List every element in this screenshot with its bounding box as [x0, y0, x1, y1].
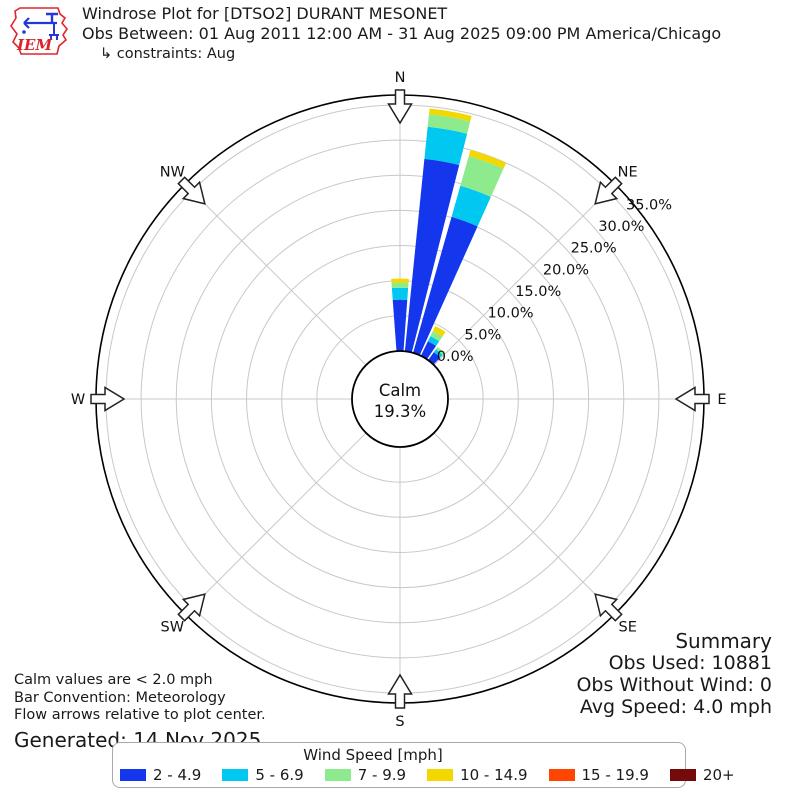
wind-speed-legend: Wind Speed [mph] 2 - 4.9 5 - 6.9 7 - 9.9 10… [112, 742, 735, 788]
convention-note: Bar Convention: Meteorology [14, 689, 226, 706]
flow-arrow-icon [177, 593, 206, 622]
legend-title: Wind Speed [mph] [303, 746, 443, 764]
radial-tick-4: 20.0% [543, 262, 589, 278]
windrose-bar-segment [427, 114, 471, 134]
iem-logo-text: IEM [16, 36, 52, 54]
flow-arrow-icon [90, 386, 126, 412]
legend-swatch [120, 769, 146, 781]
radial-tick-6: 30.0% [598, 219, 644, 235]
legend-item: 20+ [669, 766, 735, 784]
compass-label-se: SE [619, 620, 637, 636]
legend-row: 2 - 4.9 5 - 6.9 7 - 9.9 10 - 14.9 15 - 19.9 2… [113, 766, 735, 784]
legend-label: 5 - 6.9 [255, 766, 304, 784]
windrose-bar-segment [424, 126, 468, 166]
anemometer-icon [22, 12, 59, 40]
legend-item: 2 - 4.9 [120, 766, 201, 784]
legend-swatch [548, 769, 575, 781]
flow-arrow-icon [674, 386, 710, 412]
flow-arrow-icon [594, 593, 623, 622]
constraints-note: ↳ constraints: Aug [100, 46, 236, 62]
windrose-bar-segment [432, 326, 446, 337]
compass-label-ne: NE [618, 164, 638, 180]
radial-tick-2: 10.0% [488, 306, 534, 322]
header: IEM Windrose Plot for [DTSO2] DURANT MES… [8, 4, 721, 64]
page-title: Windrose Plot for [DTSO2] DURANT MESONET [82, 4, 448, 23]
compass-label-sw: SW [161, 620, 185, 636]
iem-logo: IEM [10, 7, 68, 55]
compass-label-e: E [717, 392, 726, 408]
compass-label-n: N [395, 70, 406, 86]
legend-item: 15 - 19.9 [548, 766, 649, 784]
compass-label-w: W [71, 392, 85, 408]
flow-arrow-icon [594, 176, 623, 205]
windrose-bar-segment [391, 278, 409, 284]
windrose-bars [391, 108, 507, 365]
windrose-bar-segment [420, 341, 437, 360]
legend-swatch [669, 769, 696, 781]
calm-circle [351, 350, 449, 448]
windrose-bar-segment [391, 282, 409, 289]
summary-obs-used: Obs Used: 10881 [608, 652, 772, 674]
calm-note: Calm values are < 2.0 mph [14, 672, 213, 688]
legend-item: 10 - 14.9 [427, 766, 528, 784]
windrose-bar-segment [392, 299, 408, 352]
compass-label-s: S [395, 714, 404, 730]
radial-tick-3: 15.0% [515, 284, 561, 300]
radial-tick-5: 25.0% [571, 241, 617, 257]
windrose-bar-segment [427, 336, 440, 346]
legend-label: 2 - 4.9 [153, 766, 202, 784]
legend-swatch [222, 769, 249, 781]
windrose-bar-segment [451, 185, 491, 227]
windrose-bar-segment [428, 108, 472, 122]
flow-arrow-icon [387, 673, 413, 709]
legend-label: 20+ [702, 766, 735, 784]
legend-item: 5 - 6.9 [222, 766, 304, 784]
windrose-bar-segment [468, 149, 507, 169]
legend-label: 10 - 14.9 [460, 766, 528, 784]
windrose-bar-segment [391, 287, 409, 300]
windrose-bar-segment [404, 158, 460, 353]
legend-item: 7 - 9.9 [324, 766, 407, 784]
flow-arrow-icon [177, 176, 206, 205]
calm-label: Calm [379, 381, 421, 400]
summary-block: Summary Obs Used: 10881 Obs Without Wind… [576, 630, 772, 718]
legend-swatch [324, 769, 351, 781]
summary-title: Summary [675, 629, 772, 653]
windrose-bar-segment [433, 349, 443, 358]
summary-avg-speed: Avg Speed: 4.0 mph [579, 696, 772, 718]
flow-arrows [90, 89, 710, 709]
flow-arrow-icon [387, 89, 413, 125]
calm-percent: 19.3% [374, 402, 426, 421]
legend-label: 7 - 9.9 [357, 766, 407, 784]
radial-tick-1: 5.0% [464, 327, 501, 343]
windrose-bar-segment [413, 216, 478, 356]
windrose-bar-segment [460, 155, 504, 197]
radial-tick-0: 0.0% [437, 349, 474, 365]
legend-swatch [427, 769, 454, 781]
footnotes: Calm values are < 2.0 mph Bar Convention… [14, 672, 266, 752]
obs-range: Obs Between: 01 Aug 2011 12:00 AM - 31 A… [82, 24, 722, 43]
legend-label: 15 - 19.9 [581, 766, 649, 784]
compass-label-nw: NW [160, 164, 185, 180]
header-titles: Windrose Plot for [DTSO2] DURANT MESONET… [82, 4, 721, 64]
arrows-note: Flow arrows relative to plot center. [14, 707, 266, 723]
summary-obs-without-wind: Obs Without Wind: 0 [576, 674, 772, 696]
radial-tick-7: 35.0% [626, 197, 672, 213]
windrose-bar-segment [435, 346, 445, 356]
windrose-bar-segment [430, 331, 443, 342]
